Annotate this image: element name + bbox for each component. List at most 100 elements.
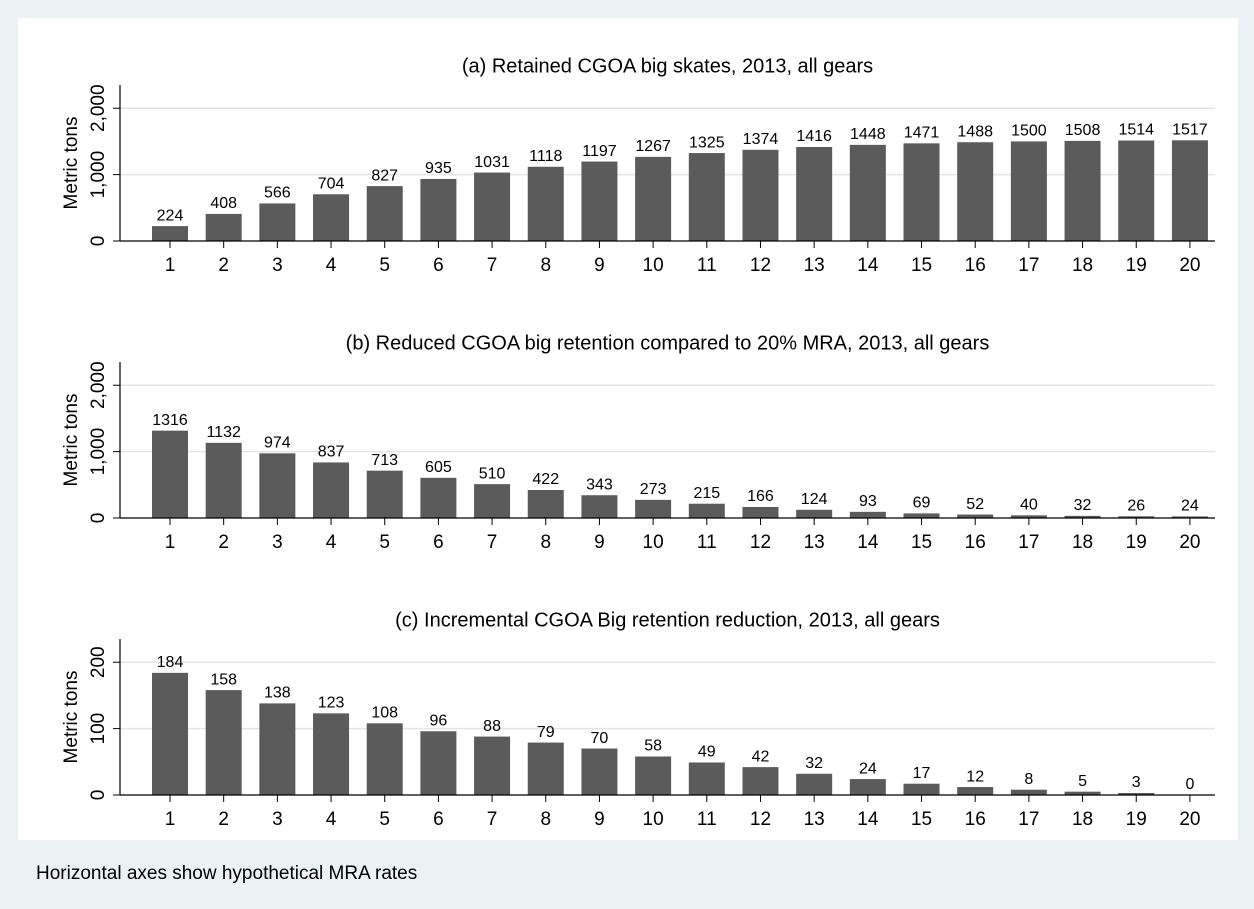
x-tick-label: 15 [911,809,932,830]
value-label: 69 [913,495,931,512]
bar [849,779,886,795]
y-axis-label: Metric tons [61,394,82,487]
y-tick-label: 2,000 [88,84,109,132]
x-tick-label: 5 [379,809,390,830]
value-label: 827 [371,167,398,184]
bar [259,203,296,241]
y-tick-label: 200 [88,646,109,678]
y-axis-label: Metric tons [61,117,82,210]
bar [420,731,457,795]
x-tick-label: 16 [965,809,986,830]
x-tick-label: 12 [750,532,771,553]
value-label: 96 [430,712,448,729]
bar [742,506,779,518]
x-tick-label: 19 [1126,255,1147,276]
y-tick-label: 100 [88,713,109,745]
bar [581,161,618,241]
value-label: 32 [805,755,823,772]
panel-title: (b) Reduced CGOA big retention compared … [346,332,990,354]
value-label: 24 [859,760,877,777]
value-label: 26 [1127,497,1145,514]
x-tick-label: 20 [1179,255,1200,276]
bar [635,756,672,795]
x-tick-label: 4 [326,255,337,276]
plot-region [18,18,1238,840]
value-label: 1031 [474,154,510,171]
value-label: 1316 [152,412,188,429]
bar [205,213,242,241]
value-label: 5 [1078,773,1087,790]
value-label: 52 [966,496,984,513]
value-label: 158 [210,671,237,688]
y-tick-label: 0 [88,236,109,247]
y-tick-label: 1,000 [88,428,109,476]
bar [581,748,618,795]
bar [313,713,350,795]
value-label: 17 [913,765,931,782]
x-tick-label: 11 [697,255,717,276]
bar [259,453,296,518]
x-tick-label: 1 [165,255,176,276]
bar [313,462,350,518]
y-axis-label: Metric tons [61,671,82,764]
bar [1010,141,1047,241]
value-label: 1471 [904,125,940,142]
x-tick-label: 18 [1072,532,1093,553]
bar [420,477,457,518]
panel-title: (c) Incremental CGOA Big retention reduc… [395,609,940,631]
value-label: 3 [1132,774,1141,791]
bar [152,226,188,241]
value-label: 123 [318,695,345,712]
x-tick-label: 8 [540,809,551,830]
value-label: 1448 [850,126,886,143]
bar [742,767,779,795]
bar [366,186,403,241]
x-tick-label: 5 [379,532,390,553]
x-tick-label: 5 [379,255,390,276]
value-label: 108 [371,705,398,722]
value-label: 24 [1181,498,1199,515]
x-tick-label: 11 [697,809,717,830]
y-tick-label: 0 [88,790,109,801]
x-tick-label: 10 [643,255,664,276]
value-label: 510 [479,465,506,482]
value-label: 1132 [206,424,241,441]
x-tick-label: 18 [1072,809,1093,830]
x-tick-label: 17 [1018,255,1039,276]
x-tick-label: 8 [540,255,551,276]
bar [796,509,833,518]
x-tick-label: 3 [272,532,283,553]
x-tick-label: 1 [165,532,176,553]
value-label: 1197 [582,143,617,160]
value-label: 0 [1185,776,1194,793]
value-label: 42 [752,748,770,765]
bar [1171,516,1208,518]
bar [635,156,672,241]
x-tick-label: 4 [326,809,337,830]
value-label: 1416 [796,128,832,145]
value-label: 974 [264,435,291,452]
x-tick-label: 3 [272,255,283,276]
value-label: 49 [698,744,716,761]
y-tick-label: 1,000 [88,151,109,199]
value-label: 1508 [1065,122,1101,139]
y-tick-label: 2,000 [88,361,109,409]
value-label: 1500 [1011,123,1047,140]
y-tick-label: 0 [88,513,109,524]
x-tick-label: 2 [218,532,229,553]
x-tick-label: 18 [1072,255,1093,276]
bar [688,762,725,795]
note: Horizontal axes show hypothetical MRA ra… [36,863,417,884]
value-label: 1517 [1172,122,1208,139]
bar [635,499,672,518]
x-tick-label: 9 [594,255,605,276]
value-label: 8 [1024,771,1033,788]
value-label: 605 [425,459,452,476]
value-label: 70 [591,730,609,747]
value-label: 1514 [1118,122,1154,139]
value-label: 79 [537,724,555,741]
value-label: 343 [586,476,613,493]
value-label: 32 [1074,497,1092,514]
bar [903,783,940,795]
bar [957,514,994,518]
